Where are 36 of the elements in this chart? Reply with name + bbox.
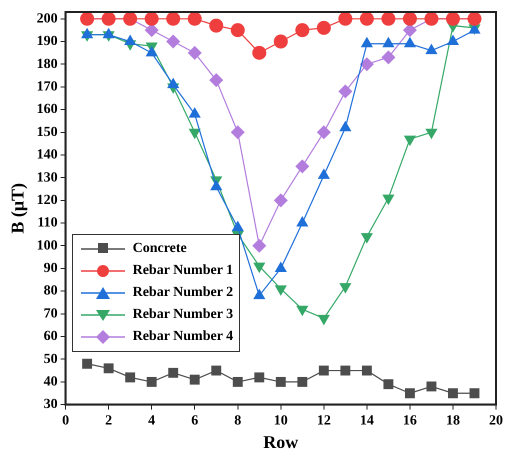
y-tick-label: 90 xyxy=(44,261,58,276)
legend-label: Concrete xyxy=(132,240,187,257)
legend-label: Rebar Number 1 xyxy=(132,262,234,279)
y-tick-label: 80 xyxy=(44,284,58,299)
x-tick-label: 14 xyxy=(360,414,374,429)
y-tick-label: 40 xyxy=(44,374,58,390)
x-tick-label: 18 xyxy=(446,414,460,429)
y-tick-label: 70 xyxy=(44,306,58,322)
x-tick-label: 8 xyxy=(234,414,242,429)
y-tick-label: 170 xyxy=(36,80,58,94)
y-tick-label: 140 xyxy=(36,148,58,163)
x-tick-label: 10 xyxy=(274,414,288,429)
x-tick-label: 0 xyxy=(62,414,70,429)
y-tick-label: 160 xyxy=(36,102,58,118)
legend-label: Rebar Number 3 xyxy=(132,306,234,323)
x-tick-label: 6 xyxy=(191,414,198,429)
y-tick-label: 120 xyxy=(36,192,58,208)
y-axis-title: B (μT) xyxy=(7,182,28,234)
legend-label: Rebar Number 4 xyxy=(132,328,234,345)
x-tick-label: 12 xyxy=(316,414,331,429)
x-tick-label: 16 xyxy=(402,414,417,429)
x-tick-label: 2 xyxy=(105,414,112,429)
x-tick-label: 4 xyxy=(148,414,156,429)
legend-label: Rebar Number 2 xyxy=(132,284,234,301)
y-tick-label: 130 xyxy=(36,170,58,186)
y-tick-label: 50 xyxy=(44,352,58,367)
y-tick-label: 190 xyxy=(36,34,58,50)
y-tick-label: 60 xyxy=(44,329,58,344)
y-tick-label: 110 xyxy=(37,216,58,231)
y-tick-label: 180 xyxy=(36,56,58,72)
y-tick-label: 200 xyxy=(36,11,58,26)
y-tick-label: 100 xyxy=(36,238,58,254)
y-tick-label: 30 xyxy=(44,397,58,412)
y-tick-label: 150 xyxy=(36,124,58,140)
x-axis-title: Row xyxy=(263,432,298,452)
x-tick-label: 20 xyxy=(489,414,503,429)
